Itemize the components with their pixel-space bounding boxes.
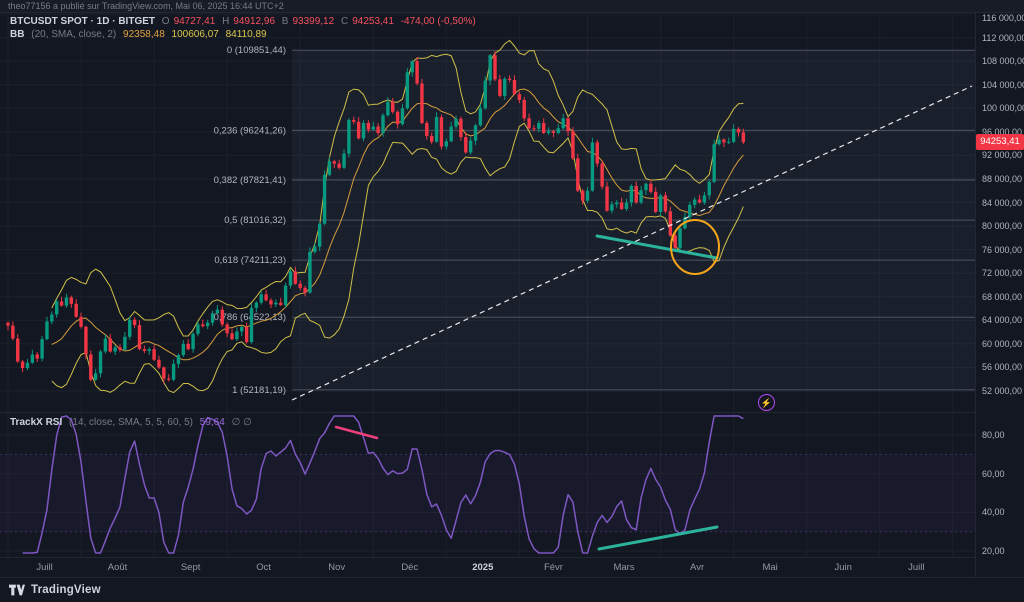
- rsi-legend[interactable]: TrackX RSI (14, close, SMA, 5, 5, 60, 5)…: [10, 417, 256, 428]
- price-tick-label: 68 000,00: [982, 291, 1023, 302]
- price-tick-label: 52 000,00: [982, 386, 1023, 396]
- candles-layer: [6, 51, 746, 384]
- lightning-glyph: ⚡: [760, 398, 773, 408]
- main-chart-canvas[interactable]: 0 (109851,44) 0,236 (96241,26) 0,382 (8782…: [0, 13, 975, 412]
- footer-bar: TradingView: [0, 577, 1024, 602]
- price-tick-label: 108 000,00: [982, 56, 1024, 67]
- rsi-name[interactable]: TrackX RSI: [10, 417, 63, 428]
- rsi-value: 59,64: [199, 417, 225, 428]
- price-tick-label: 116 000,00: [982, 13, 1024, 23]
- rsi-line: [22, 415, 744, 554]
- time-axis-label: Mai: [762, 562, 778, 573]
- bb-upper-value: 100606,07: [171, 29, 219, 40]
- ohlc-close-value: 94253,41: [352, 16, 394, 27]
- fib-level-label: 0 (109851,44): [227, 45, 286, 56]
- ohlc-high-key: H: [222, 16, 230, 27]
- price-tick-label: 60 000,00: [982, 338, 1023, 349]
- fib-level-label: 0,382 (87821,41): [214, 175, 286, 186]
- tradingview-wordmark[interactable]: TradingView: [31, 584, 101, 596]
- rsi-tick-label: 40,00: [982, 507, 1005, 518]
- bb-basis-value: 92358,48: [123, 29, 165, 40]
- time-axis-label: Août: [107, 562, 128, 573]
- time-axis-label: 2025: [472, 562, 494, 573]
- bb-legend[interactable]: BB (20, SMA, close, 2) 92358,48 100606,0…: [10, 29, 271, 40]
- change-value: -474,00 (-0,50%): [400, 16, 476, 27]
- teal-trendline: [595, 234, 719, 260]
- price-tick-label: 64 000,00: [982, 315, 1023, 326]
- time-axis-label: Juill: [908, 562, 925, 573]
- price-tick-label: 80 000,00: [982, 221, 1023, 232]
- publish-banner: theo77156 a publié sur TradingView.com, …: [0, 0, 1024, 13]
- time-axis-label: Juill: [36, 562, 53, 573]
- price-tick-label: 92 000,00: [982, 150, 1023, 161]
- time-axis-label: Avr: [690, 562, 705, 573]
- time-axis-label: Mars: [613, 562, 635, 573]
- symbol-legend[interactable]: BTCUSDT SPOT · 1D · BITGET O 94727,41 H 94…: [10, 16, 480, 27]
- ohlc-high-value: 94912,96: [233, 16, 276, 27]
- rsi-params: (14, close, SMA, 5, 5, 60, 5): [69, 417, 193, 428]
- drawings-layer: [291, 85, 973, 401]
- orange-ellipse: [670, 219, 720, 275]
- price-tick-label: 56 000,00: [982, 362, 1023, 373]
- ohlc-close-key: C: [340, 16, 349, 27]
- bollinger-upper-line: [51, 39, 744, 337]
- rsi-tick-label: 60,00: [982, 468, 1005, 479]
- rsi-teal-trendline: [597, 525, 719, 551]
- bb-name[interactable]: BB: [10, 29, 25, 40]
- fib-level-label: 0,618 (74211,23): [214, 255, 286, 266]
- fib-level-label: 1 (52181,19): [232, 385, 286, 396]
- price-tick-label: 96 000,00: [982, 126, 1023, 137]
- ohlc-low-value: 93399,12: [292, 16, 335, 27]
- rsi-tick-label: 80,00: [982, 430, 1005, 441]
- bollinger-lower-line: [51, 122, 744, 394]
- price-tick-label: 84 000,00: [982, 197, 1023, 208]
- fib-retracement-layer: 0 (109851,44) 0,236 (96241,26) 0,382 (8782…: [214, 45, 975, 396]
- rsi-extra-values: ∅ ∅: [231, 417, 252, 428]
- time-axis-label: Févr: [543, 562, 563, 573]
- price-tick-label: 112 000,00: [982, 32, 1024, 43]
- price-tick-label: 88 000,00: [982, 173, 1023, 184]
- price-tick-label: 104 000,00: [982, 79, 1024, 90]
- publish-banner-text: theo77156 a publié sur TradingView.com, …: [8, 1, 284, 11]
- bb-lower-value: 84110,89: [225, 29, 267, 40]
- rsi-pink-line: [334, 425, 379, 440]
- rsi-grid-layer: [0, 412, 975, 557]
- flash-reaction-icon[interactable]: ⚡: [758, 394, 775, 411]
- price-axis[interactable]: 94253,41 116 000,00 112 000,00 108 000,00 1…: [975, 13, 1024, 577]
- time-axis-label: Nov: [328, 562, 346, 573]
- ohlc-low-key: B: [281, 16, 289, 27]
- time-axis-label: Oct: [256, 562, 272, 573]
- dashed-trendline: [291, 85, 973, 401]
- rsi-band-fill: [0, 454, 975, 532]
- main-grid-layer: [0, 13, 975, 412]
- time-axis[interactable]: Juill Août Sept Oct Nov Déc 2025 Févr Mars Avr Mai…: [0, 557, 975, 578]
- time-axis-label: Juin: [834, 562, 852, 573]
- time-axis-label: Sept: [180, 562, 201, 573]
- ohlc-open-value: 94727,41: [173, 16, 216, 27]
- last-price-tag: 94253,41: [976, 134, 1024, 151]
- fib-level-label: 0,236 (96241,26): [214, 125, 286, 136]
- ohlc-open-key: O: [161, 16, 170, 27]
- bb-params: (20, SMA, close, 2): [31, 29, 117, 40]
- time-axis-label: Déc: [401, 562, 419, 573]
- rsi-pane-canvas[interactable]: [0, 412, 975, 557]
- price-tick-label: 76 000,00: [982, 244, 1023, 255]
- price-tick-label: 100 000,00: [982, 103, 1024, 114]
- symbol-title[interactable]: BTCUSDT SPOT · 1D · BITGET: [10, 16, 155, 27]
- tradingview-logo-icon[interactable]: [9, 584, 25, 596]
- pane-separator[interactable]: [0, 412, 975, 413]
- rsi-tick-label: 20,00: [982, 546, 1005, 557]
- fib-level-label: 0,5 (81016,32): [224, 215, 286, 226]
- price-tick-label: 72 000,00: [982, 268, 1023, 279]
